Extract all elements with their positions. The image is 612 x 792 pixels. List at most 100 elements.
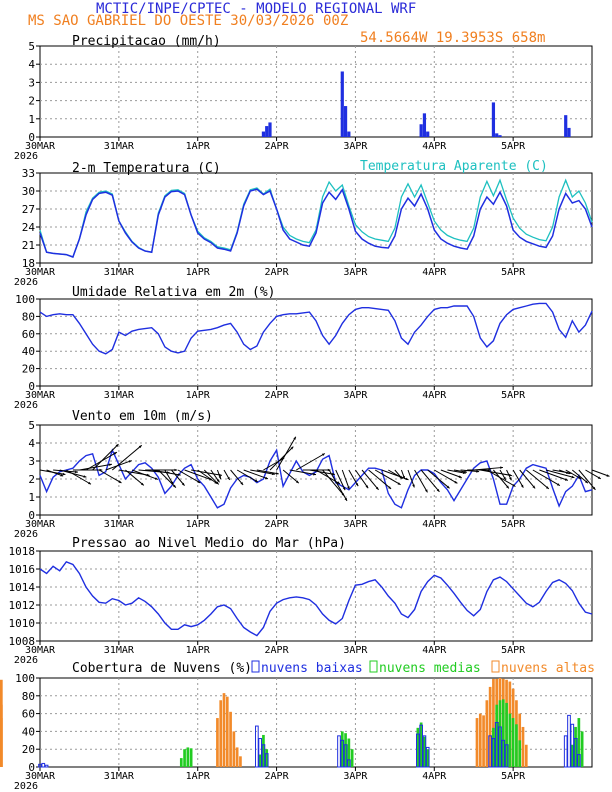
wind-vector-head <box>88 481 91 485</box>
wind-vector <box>184 469 213 481</box>
ytick-label: 21 <box>22 239 35 252</box>
cloud-bar-nuvens-medias <box>186 747 190 767</box>
xtick-label: 3APR <box>343 519 368 530</box>
precip-bar <box>567 127 571 137</box>
wind-vector-head <box>509 477 512 481</box>
cloud-bar-nuvens-baixas <box>41 762 46 768</box>
cloud-bar-nuvens-baixas <box>340 739 345 768</box>
panel-cloud: 0 20 40 60 80 100 30MAR 31MAR 1APR 2APR 3APR 4APR 5A… <box>0 660 595 792</box>
wind-vector-head <box>436 488 440 492</box>
cloud-bar-nuvens-altas <box>524 744 528 767</box>
wind-vector-head <box>446 485 450 489</box>
wind-vector <box>243 469 269 480</box>
cloud-bar-nuvens-baixas <box>347 759 351 768</box>
cloud-bar-nuvens-medias <box>419 722 423 767</box>
cloud-bar-nuvens-medias <box>498 700 502 767</box>
xtick-label: 31MAR <box>104 267 135 278</box>
wind-vector-head <box>571 475 575 479</box>
ytick-label: 5 <box>28 419 35 432</box>
xtick-label: 3APR <box>343 141 368 152</box>
wind-vector-head <box>331 472 335 476</box>
wind-vector <box>447 469 466 474</box>
wind-vector-head <box>60 473 64 477</box>
wind-vector-head <box>592 486 596 490</box>
legend-label: nuvens baixas <box>261 661 363 676</box>
ytick-label: 18 <box>22 257 35 270</box>
wind-vector <box>335 469 346 491</box>
cloud-bar-nuvens-baixas <box>44 764 49 768</box>
wind-vector <box>341 469 350 490</box>
wind-vector <box>545 469 575 479</box>
cloud-bar-nuvens-altas <box>232 731 236 767</box>
wind-vector-head <box>347 486 350 490</box>
xtick-label: 2APR <box>265 267 290 278</box>
wind-vector <box>440 469 462 479</box>
cloud-bar-nuvens-altas <box>485 700 489 767</box>
wind-vector <box>420 469 440 493</box>
cloud-bar-nuvens-baixas <box>573 738 578 768</box>
cloud-bar-nuvens-medias <box>505 702 508 767</box>
ytick-label: 1 <box>28 491 35 504</box>
xtick-label: 5APR <box>501 267 526 278</box>
panel-rh: 0 20 40 60 80 100 30MAR 31MAR 1APR 2APR 3APR 4APR 5A… <box>14 285 593 411</box>
ytick-label: 100 <box>15 293 35 306</box>
wind-vector <box>585 469 602 480</box>
wind-vector-head <box>254 479 258 482</box>
year-label: 2026 <box>14 655 38 666</box>
wind-vector <box>282 469 300 484</box>
wind-vector-head <box>138 445 142 449</box>
wind-vector-head <box>313 472 316 476</box>
wind-vector <box>552 469 572 474</box>
year-label: 2026 <box>14 781 38 792</box>
wind-vector-head <box>402 476 405 479</box>
wind-vector <box>296 453 326 471</box>
cloud-bar-nuvens-baixas <box>258 738 262 768</box>
precip-bar <box>426 131 430 137</box>
wind-vector-head <box>170 481 174 485</box>
wind-vector-head <box>177 473 181 476</box>
ytick-label: 27 <box>22 203 35 216</box>
xtick-label: 2APR <box>265 141 290 152</box>
wind-vector <box>164 469 174 485</box>
cloud-bar-nuvens-medias <box>495 704 499 767</box>
wind-vector-head <box>115 444 119 447</box>
precip-bar <box>347 131 351 137</box>
wind-vector <box>368 469 392 490</box>
wind-vector <box>197 469 218 485</box>
xtick-label: 5APR <box>501 141 526 152</box>
wind-vector-head <box>375 486 379 490</box>
ytick-label: 0 <box>28 131 35 144</box>
cloud-bar-nuvens-baixas <box>570 723 575 768</box>
series-wind-speed <box>39 448 593 509</box>
cloud-bar-nuvens-baixas <box>419 724 423 768</box>
cloud-bar-nuvens-altas <box>222 693 226 767</box>
wind-vector <box>125 469 145 486</box>
ytick-label: 1012 <box>9 599 36 612</box>
cloud-bar-nuvens-baixas <box>494 722 499 768</box>
wind-vector <box>250 469 275 475</box>
xtick-label: 3APR <box>343 267 368 278</box>
wind-vector <box>66 469 92 485</box>
wind-vector-head <box>75 470 78 474</box>
precip-bar <box>498 135 502 137</box>
wind-vector-head <box>566 471 569 474</box>
ytick-label: 0 <box>28 380 35 393</box>
ytick-label: 24 <box>22 221 36 234</box>
cloud-bar-nuvens-medias <box>577 718 581 767</box>
wind-vector-head <box>240 482 244 485</box>
ytick-label: 0 <box>28 761 35 774</box>
panel-title: Cobertura de Nuvens (%) <box>72 661 252 676</box>
cloud-bar-nuvens-baixas <box>264 753 269 768</box>
wind-vector <box>348 469 359 487</box>
cloud-bar-nuvens-altas <box>225 696 229 767</box>
xtick-label: 1APR <box>186 645 211 656</box>
xtick-label: 1APR <box>186 519 211 530</box>
wind-vector <box>322 469 345 497</box>
year-label: 2026 <box>14 400 38 411</box>
xtick-label: 30MAR <box>25 645 56 656</box>
series-rh <box>39 302 593 355</box>
cloud-bar-nuvens-altas <box>239 756 242 767</box>
wind-vector <box>565 469 582 480</box>
cloud-bar-nuvens-baixas <box>416 733 420 768</box>
